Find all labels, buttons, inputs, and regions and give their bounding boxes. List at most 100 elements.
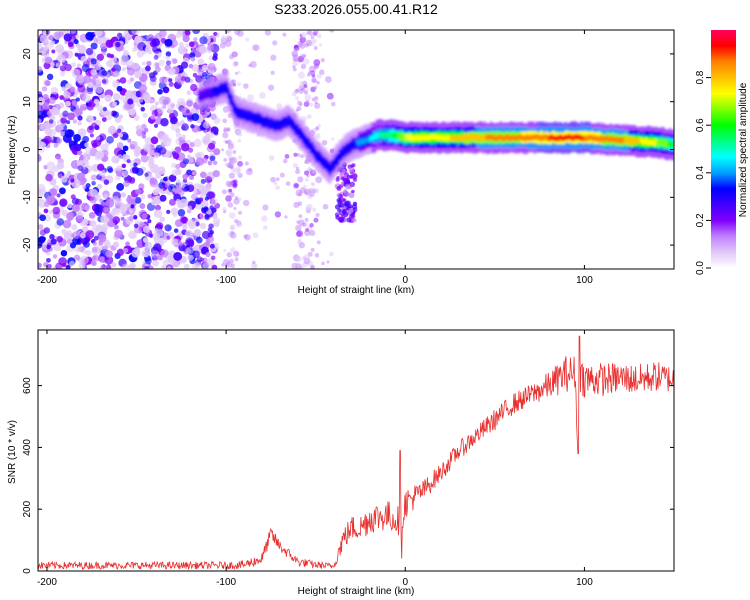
spectrogram-cell — [155, 229, 164, 237]
spectrogram-cell — [112, 80, 120, 88]
spectrogram-ytick-label: 10 — [22, 96, 33, 108]
spectrogram-ridge-cell — [335, 158, 338, 164]
spectrogram-cell — [106, 136, 114, 144]
spectrogram-cell — [121, 163, 127, 169]
spectrogram-cell — [99, 43, 107, 50]
spectrogram-cell — [169, 116, 178, 125]
spectrogram-ridge-cell — [320, 158, 324, 164]
spectrogram-cell — [144, 137, 153, 146]
spectrogram-ridge-cell — [554, 135, 558, 141]
spectrogram-cell — [101, 223, 109, 231]
snr-ytick-label: 200 — [22, 500, 33, 517]
spectrogram-cell — [172, 58, 178, 64]
spectrogram-cell — [61, 86, 67, 92]
spectrogram-cell — [39, 229, 47, 236]
spectrogram-ridge-cell — [244, 113, 248, 119]
spectrogram-ridge-cell — [461, 136, 464, 142]
spectrogram-cell — [127, 195, 132, 200]
spectrogram-cell — [351, 189, 355, 194]
spectrogram-ridge-cell — [240, 110, 243, 116]
spectrogram-cell — [194, 230, 201, 237]
snr-x-label: Height of straight line (km) — [298, 586, 415, 597]
spectrogram-cell — [201, 230, 211, 240]
spectrogram-ridge-cell — [520, 135, 524, 141]
spectrogram-cell — [313, 45, 318, 51]
spectrogram-cell — [159, 216, 165, 223]
spectrogram-cell — [226, 252, 233, 258]
spectrogram-cell — [206, 186, 212, 192]
spectrogram-cell — [99, 264, 106, 269]
spectrogram-cell — [274, 211, 282, 218]
spectrogram-cell — [162, 259, 169, 267]
spectrogram-ridge-cell — [361, 139, 364, 145]
spectrogram-ridge-cell — [664, 141, 667, 147]
spectrogram-cell — [191, 64, 200, 72]
spectrogram-cell — [313, 59, 321, 67]
spectrogram-ridge-cell — [623, 138, 627, 144]
spectrogram-cell — [335, 177, 340, 182]
spectrogram-ridge-cell — [506, 133, 509, 140]
snr-xtick-label: 0 — [402, 577, 408, 588]
spectrogram-ridge-cell — [483, 135, 487, 141]
spectrogram-cell — [42, 93, 49, 100]
spectrogram-cell — [167, 255, 176, 264]
spectrogram-ridge-cell — [278, 121, 282, 127]
spectrogram-cell — [292, 162, 298, 169]
spectrogram-cell — [267, 84, 275, 91]
spectrogram-cell — [131, 95, 136, 101]
spectrogram-cell — [162, 237, 168, 243]
spectrogram-cell — [95, 86, 103, 94]
spectrogram-cell — [48, 34, 54, 41]
spectrogram-ridge-cell — [199, 94, 203, 100]
spectrogram-cell — [77, 84, 86, 93]
spectrogram-ridge-cell — [378, 132, 382, 138]
spectrogram-cell — [136, 50, 145, 58]
spectrogram-cell — [318, 43, 323, 47]
spectrogram-ridge-cell — [501, 136, 504, 142]
spectrogram-ridge-cell — [609, 136, 612, 143]
spectrogram-cell — [233, 179, 238, 184]
spectrogram-ridge-cell — [465, 135, 469, 141]
spectrogram-cell — [119, 77, 127, 84]
spectrogram-cell — [128, 177, 136, 184]
spectrogram-cell — [200, 178, 206, 184]
spectrogram-ridge-cell — [203, 93, 206, 99]
spectrogram-ridge-cell — [249, 114, 253, 120]
spectrogram-cell — [43, 208, 49, 214]
spectrogram-ridge-cell — [488, 134, 492, 140]
spectrogram-cell — [71, 100, 77, 106]
spectrogram-ridge-cell — [225, 86, 229, 92]
spectrogram-cell — [184, 43, 190, 48]
spectrogram-cell — [120, 54, 129, 63]
spectrogram-cell — [300, 32, 307, 38]
spectrogram-cell — [230, 230, 235, 235]
spectrogram-cell — [227, 181, 234, 188]
spectrogram-cell — [77, 128, 87, 137]
spectrogram-ytick-label: 20 — [22, 48, 33, 60]
spectrogram-cell — [190, 83, 198, 92]
spectrogram-cell — [171, 68, 176, 73]
colorbar-tick-label: 0.2 — [695, 213, 706, 227]
spectrogram-cell — [298, 85, 304, 91]
spectrogram-cell — [107, 110, 113, 116]
spectrogram-cell — [219, 42, 226, 49]
spectrogram-cell — [284, 215, 288, 219]
spectrogram-ridge-cell — [633, 139, 637, 145]
spectrogram-ridge-cell — [198, 94, 201, 100]
spectrogram-cell — [71, 203, 80, 212]
spectrogram-cell — [140, 89, 145, 94]
spectrogram-cell — [200, 187, 208, 195]
spectrogram-ridge-cell — [599, 135, 603, 141]
spectrogram-ridge-cell — [370, 135, 374, 141]
spectrogram-cell — [38, 66, 43, 73]
spectrogram-cell — [103, 217, 110, 223]
spectrogram-cell — [306, 203, 313, 211]
spectrogram-ridge-cell — [546, 134, 550, 141]
spectrogram-cell — [123, 180, 130, 187]
spectrogram-cell — [77, 246, 82, 252]
spectrogram-cell — [101, 50, 107, 56]
spectrogram-cell — [101, 70, 108, 77]
spectrogram-cell — [145, 65, 151, 72]
spectrogram-cell — [76, 159, 83, 166]
